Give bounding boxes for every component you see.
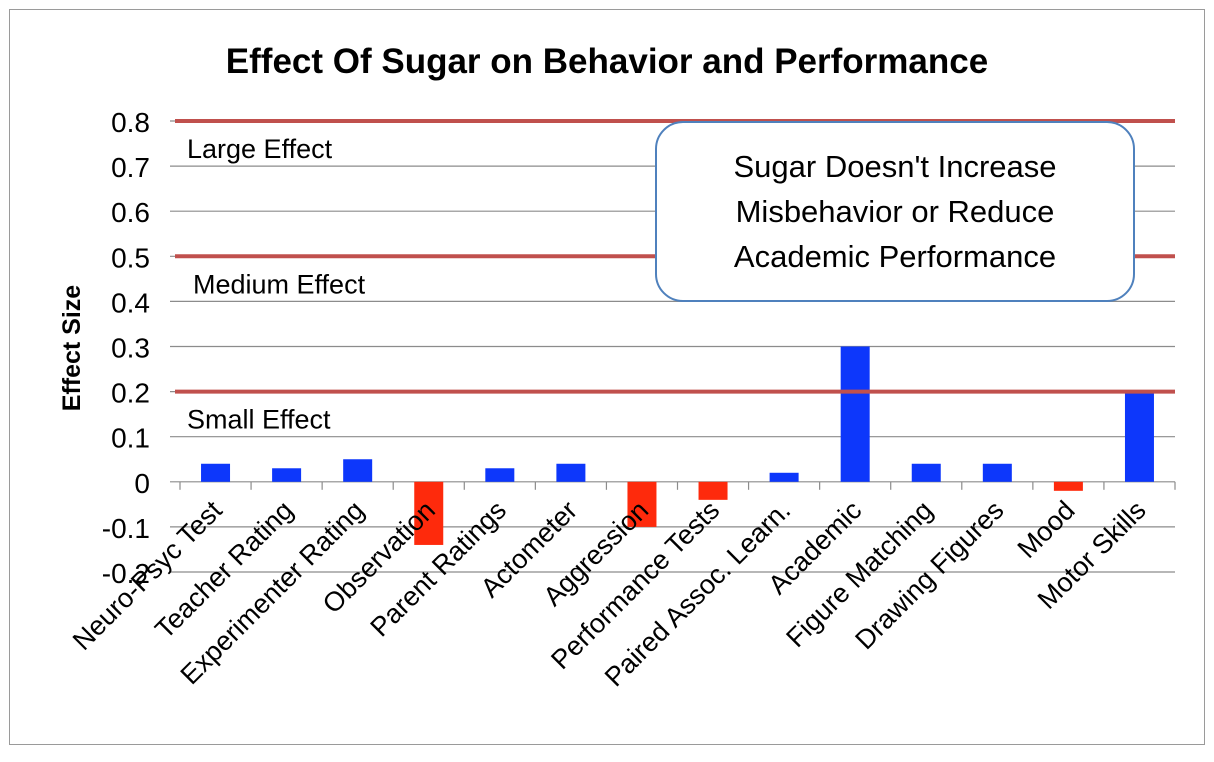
bar-mood	[1053, 481, 1083, 491]
y-tick-label: 0.1	[111, 423, 150, 454]
bar-parent-ratings	[485, 468, 515, 482]
bar-teacher-rating	[272, 468, 302, 482]
y-tick-label: 0.3	[111, 333, 150, 364]
annotation-line-1: Sugar Doesn't Increase	[733, 149, 1057, 184]
y-tick-label: 0	[134, 468, 150, 499]
y-tick-label: -0.1	[102, 513, 150, 544]
bars	[201, 346, 1154, 545]
annotation-line-3: Academic Performance	[733, 239, 1057, 274]
threshold-label: Large Effect	[187, 134, 333, 164]
chart-title: Effect Of Sugar on Behavior and Performa…	[225, 42, 989, 81]
threshold-label: Small Effect	[187, 405, 331, 435]
threshold-label: Medium Effect	[193, 269, 366, 299]
bar-performance-tests	[698, 481, 728, 500]
y-tick-label: -0.2	[102, 558, 150, 589]
bar-paired-assoc-learn	[769, 472, 799, 482]
annotation-line-2: Misbehavior or Reduce	[735, 194, 1055, 229]
bar-experimenter-rating	[343, 459, 373, 482]
y-tick-label: 0.4	[111, 287, 150, 318]
bar-neuro-psyc-test	[201, 463, 231, 482]
bar-motor-skills	[1124, 391, 1154, 482]
y-tick-label: 0.8	[111, 107, 150, 138]
bar-academic	[840, 346, 870, 482]
bar-aggression	[627, 481, 657, 527]
y-tick-label: 0.6	[111, 197, 150, 228]
bar-observation	[414, 481, 444, 545]
bar-actometer	[556, 463, 586, 482]
y-axis-label: Effect Size	[58, 285, 86, 412]
y-tick-labels: 0.8 0.7 0.6 0.5 0.4 0.3 0.2 0.1 0 -0.1 -0.2	[102, 107, 150, 589]
bar-drawing-figures	[982, 463, 1012, 482]
bar-figure-matching	[911, 463, 941, 482]
x-tick-label: Mood	[1012, 495, 1081, 564]
y-tick-label: 0.5	[111, 242, 150, 273]
y-tick-label: 0.2	[111, 378, 150, 409]
annotation-callout: Sugar Doesn't Increase Misbehavior or Re…	[655, 121, 1135, 302]
y-tick-label: 0.7	[111, 152, 150, 183]
